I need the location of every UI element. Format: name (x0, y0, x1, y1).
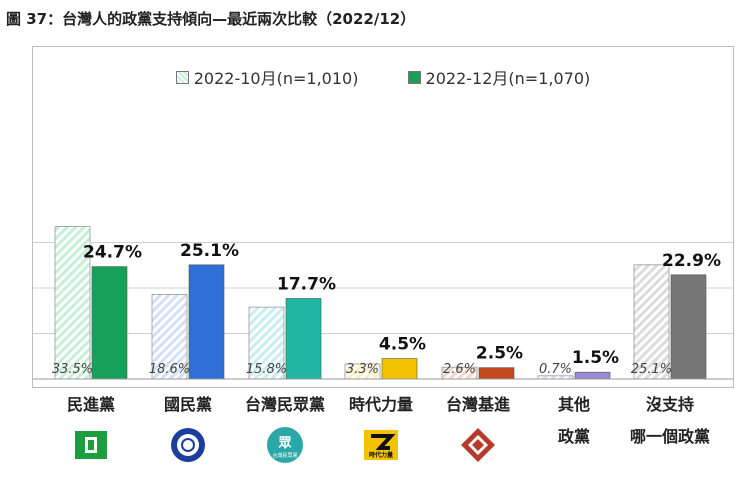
logo-caption: 台灣民眾黨 (272, 452, 297, 459)
category-3: 時代力量 時代力量 (331, 392, 431, 468)
category-5: 其他 政黨 (524, 392, 624, 450)
category-2: 台灣民眾黨眾台灣民眾黨 (235, 392, 335, 468)
legend: 2022-10月(n=1,010) 2022-12月(n=1,070) (33, 65, 733, 89)
legend-item-oct: 2022-10月(n=1,010) (175, 65, 359, 89)
logo-text: 眾 (277, 436, 291, 451)
legend-swatch-dec (407, 70, 421, 84)
figure-title: 圖 37：台灣人的政黨支持傾向—最近兩次比較（2022/12） (6, 10, 416, 28)
category-label: 政黨 (557, 427, 590, 446)
data-label-dec: 2.5% (476, 344, 523, 364)
bar-dec (285, 298, 322, 380)
legend-label-oct: 2022-10月(n=1,010) (193, 69, 359, 88)
bar-plot: 33.5% 24.7% 18.6% 25.1% 15.8% 17.7% 3.3%4.5% 2.… (33, 226, 733, 380)
category-label: 民進黨 (66, 395, 115, 414)
dpp-logo-icon (75, 431, 107, 459)
data-label-dec: 17.7% (277, 274, 336, 294)
category-label: 國民黨 (163, 395, 212, 414)
data-label-dec: 24.7% (83, 243, 142, 263)
logo-text: 時代力量 (369, 451, 393, 459)
category-0: 民進黨 (41, 392, 141, 468)
data-label-oct: 3.3% (346, 362, 379, 377)
bar-dec (574, 371, 611, 380)
chart-frame: 2022-10月(n=1,010) 2022-12月(n=1,070) 33.5… (32, 46, 734, 388)
tsp-logo-icon (461, 428, 495, 462)
bar-dec (478, 367, 515, 380)
category-label: 沒支持 (645, 395, 694, 414)
bar-dec (91, 266, 128, 380)
legend-label-dec: 2022-12月(n=1,070) (425, 69, 591, 88)
category-6: 沒支持 哪一個政黨 (620, 392, 720, 450)
legend-item-dec: 2022-12月(n=1,070) (407, 65, 591, 89)
data-label-dec: 1.5% (572, 348, 619, 368)
data-label-oct: 2.6% (443, 362, 476, 377)
logo-shape (472, 439, 484, 451)
category-1: 國民黨 (138, 392, 238, 468)
data-label-dec: 22.9% (662, 251, 721, 271)
category-label: 台灣民眾黨 (244, 395, 325, 414)
bar-dec (670, 274, 707, 380)
category-label: 台灣基進 (445, 395, 510, 414)
npp-logo-icon: 時代力量 (364, 430, 398, 460)
category-4: 台灣基進 (428, 392, 528, 468)
bar-oct (633, 264, 670, 380)
data-label-oct: 25.1% (631, 362, 672, 377)
data-label-oct: 0.7% (539, 362, 572, 377)
data-label-oct: 15.8% (246, 362, 287, 377)
data-label-dec: 25.1% (180, 241, 239, 261)
data-label-oct: 18.6% (149, 362, 190, 377)
logo-shape (371, 434, 396, 450)
logo-bg (267, 427, 303, 463)
kmt-logo-icon (171, 428, 205, 462)
data-label-oct: 33.5% (52, 362, 93, 377)
category-labels: 民進黨 國民黨 台灣民眾黨眾台灣民眾黨 時代力量 時代力量 台灣基進 其他 政黨 沒支持 哪一個政… (0, 392, 750, 492)
data-label-dec: 4.5% (379, 335, 426, 355)
category-label: 其他 (557, 395, 590, 414)
bar-dec (381, 358, 418, 380)
logo-shape (183, 440, 193, 450)
bar-dec (188, 264, 225, 380)
legend-swatch-oct (175, 70, 189, 84)
logo-shape (88, 440, 94, 450)
category-label: 時代力量 (348, 395, 413, 414)
category-label: 哪一個政黨 (629, 427, 710, 446)
